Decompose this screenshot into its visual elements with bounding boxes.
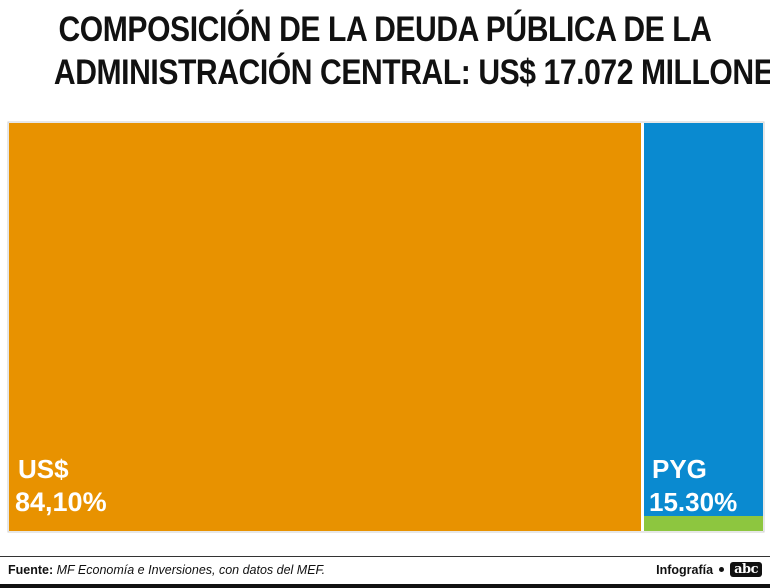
segment-usd-percent: 84,10%: [15, 487, 107, 517]
treemap-frame: [7, 121, 765, 533]
credit: Infografía abc: [656, 562, 762, 577]
source-text: MF Economía e Inversiones, con datos del…: [56, 563, 326, 577]
segment-other: [644, 516, 763, 531]
source-note: Fuente: MF Economía e Inversiones, con d…: [8, 563, 325, 577]
chart-title: COMPOSICIÓN DE LA DEUDA PÚBLICA DE LA AD…: [53, 8, 770, 94]
segment-usd-name: US$: [18, 454, 69, 484]
footer-divider: [0, 556, 770, 557]
bottom-bar: [0, 584, 770, 588]
source-label: Fuente:: [8, 563, 54, 577]
segment-pyg-name: PYG: [652, 454, 707, 484]
segment-pyg: [644, 123, 763, 516]
chart-title-line-1: COMPOSICIÓN DE LA DEUDA PÚBLICA DE LA: [58, 10, 712, 49]
abc-logo: abc: [730, 562, 762, 577]
segment-usd: [9, 123, 641, 531]
chart-title-line-2: ADMINISTRACIÓN CENTRAL: US$ 17.072 MILLO…: [53, 53, 770, 92]
segment-pyg-percent: 15.30%: [649, 487, 737, 517]
credit-label: Infografía: [656, 562, 714, 577]
treemap-segments: [9, 123, 763, 531]
bullet-icon: [719, 567, 725, 572]
